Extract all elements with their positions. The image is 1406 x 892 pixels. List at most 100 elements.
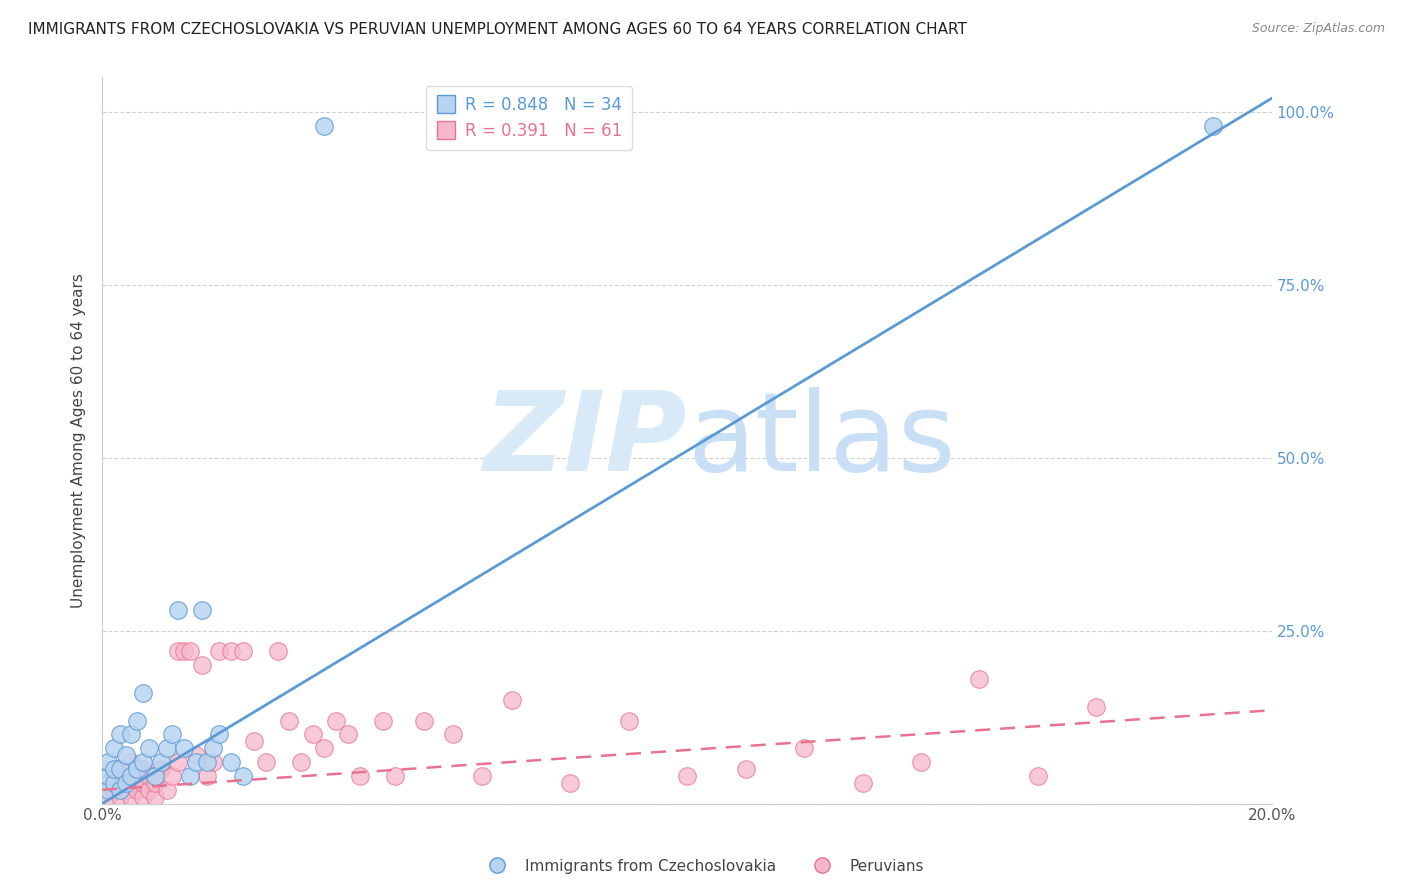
Point [167, 603, 190, 617]
Text: atlas: atlas [688, 387, 956, 494]
Point [278, 714, 301, 728]
Point [132, 789, 155, 804]
Point [173, 644, 195, 658]
Point [501, 693, 523, 707]
Point [219, 755, 242, 769]
Point [202, 741, 225, 756]
Point [314, 741, 336, 756]
Point [290, 755, 312, 769]
Text: IMMIGRANTS FROM CZECHOSLOVAKIA VS PERUVIAN UNEMPLOYMENT AMONG AGES 60 TO 64 YEAR: IMMIGRANTS FROM CZECHOSLOVAKIA VS PERUVI… [28, 22, 967, 37]
Point [384, 769, 406, 783]
Point [254, 755, 277, 769]
Point [132, 755, 155, 769]
Point [167, 755, 190, 769]
Point [97, 755, 120, 769]
Point [132, 776, 155, 790]
Point [114, 782, 136, 797]
Legend: R = 0.848   N = 34, R = 0.391   N = 61: R = 0.848 N = 34, R = 0.391 N = 61 [426, 86, 631, 150]
Point [325, 714, 347, 728]
Point [162, 769, 184, 783]
Point [336, 727, 359, 741]
Y-axis label: Unemployment Among Ages 60 to 64 years: Unemployment Among Ages 60 to 64 years [72, 273, 86, 608]
Point [120, 727, 142, 741]
Point [371, 714, 394, 728]
Point [143, 776, 166, 790]
Point [197, 755, 219, 769]
Point [97, 769, 120, 783]
Point [162, 727, 184, 741]
Point [127, 769, 149, 783]
Point [97, 789, 120, 804]
Point [127, 782, 149, 797]
Point [143, 789, 166, 804]
Point [108, 789, 131, 804]
Point [202, 755, 225, 769]
Point [114, 748, 136, 763]
Text: ZIP: ZIP [484, 387, 688, 494]
Point [120, 789, 142, 804]
Point [412, 714, 434, 728]
Point [208, 727, 231, 741]
Point [793, 741, 815, 756]
Point [184, 755, 207, 769]
Point [103, 776, 125, 790]
Point [349, 769, 371, 783]
Point [617, 714, 640, 728]
Point [190, 658, 212, 673]
Point [1085, 699, 1108, 714]
Point [266, 644, 288, 658]
Text: Source: ZipAtlas.com: Source: ZipAtlas.com [1251, 22, 1385, 36]
Point [1202, 119, 1225, 133]
Point [173, 741, 195, 756]
Point [851, 776, 873, 790]
Point [219, 644, 242, 658]
Point [1026, 769, 1049, 783]
Point [232, 769, 254, 783]
Point [108, 782, 131, 797]
Point [114, 776, 136, 790]
Point [197, 769, 219, 783]
Legend: Immigrants from Czechoslovakia, Peruvians: Immigrants from Czechoslovakia, Peruvian… [477, 853, 929, 880]
Point [103, 741, 125, 756]
Point [208, 644, 231, 658]
Point [143, 769, 166, 783]
Point [108, 727, 131, 741]
Point [910, 755, 932, 769]
Point [676, 769, 699, 783]
Point [734, 762, 756, 776]
Point [103, 762, 125, 776]
Point [441, 727, 464, 741]
Point [149, 755, 172, 769]
Point [114, 769, 136, 783]
Point [103, 782, 125, 797]
Point [301, 727, 323, 741]
Point [167, 644, 190, 658]
Point [97, 776, 120, 790]
Point [471, 769, 494, 783]
Point [558, 776, 581, 790]
Point [232, 644, 254, 658]
Point [190, 603, 212, 617]
Point [969, 672, 991, 686]
Point [108, 776, 131, 790]
Point [149, 762, 172, 776]
Point [155, 782, 177, 797]
Point [243, 734, 266, 748]
Point [138, 769, 160, 783]
Point [120, 755, 142, 769]
Point [138, 741, 160, 756]
Point [108, 762, 131, 776]
Point [97, 782, 120, 797]
Point [120, 776, 142, 790]
Point [132, 762, 155, 776]
Point [103, 769, 125, 783]
Point [138, 782, 160, 797]
Point [127, 714, 149, 728]
Point [184, 748, 207, 763]
Point [314, 119, 336, 133]
Point [132, 686, 155, 700]
Point [108, 762, 131, 776]
Point [179, 769, 201, 783]
Point [127, 762, 149, 776]
Point [155, 741, 177, 756]
